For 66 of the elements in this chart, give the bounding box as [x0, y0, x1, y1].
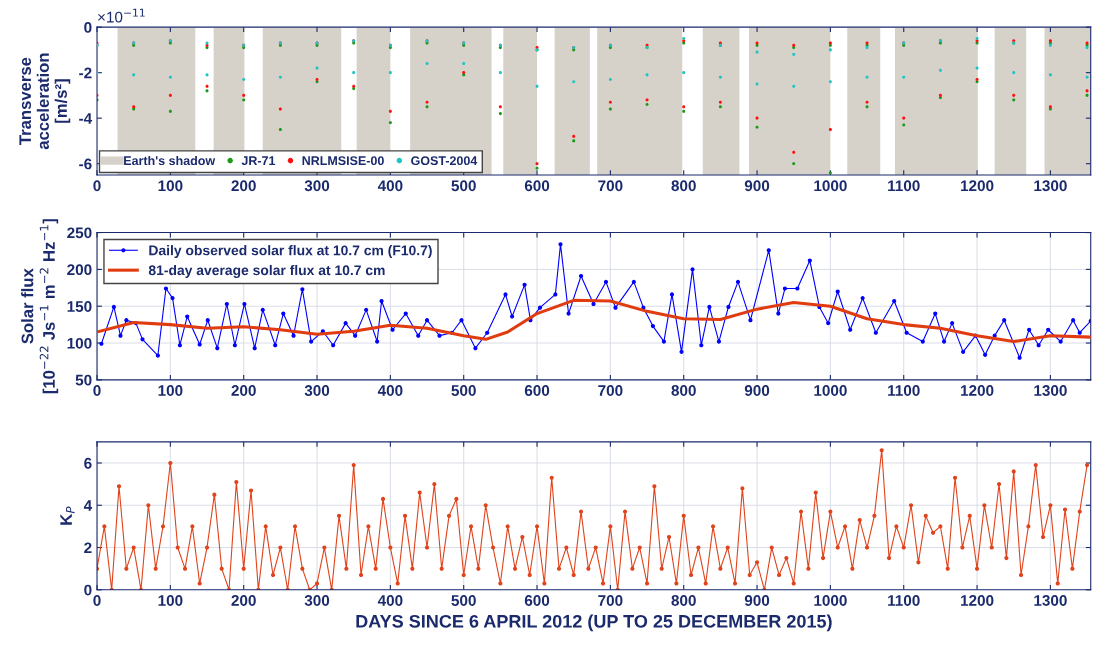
y-tick-label: -4: [79, 113, 93, 124]
x-tick-label: 700: [598, 595, 623, 606]
x-tick-label: 900: [744, 595, 770, 606]
x-tick-label: 300: [304, 595, 330, 606]
x-tick-label: 900: [744, 180, 770, 192]
x-tick-label: 200: [231, 595, 256, 606]
x-axis-title: DAYS SINCE 6 APRIL 2012 (UP TO 25 DECEMBER 2015): [356, 614, 832, 632]
x-tick-label: 1300: [1034, 385, 1067, 396]
x-tick-label: 800: [671, 595, 696, 606]
x-tick-label: 1000: [814, 385, 847, 396]
x-tick-label: 300: [304, 180, 330, 192]
x-tick-label: 900: [744, 385, 770, 396]
y-tick-label: 4: [83, 500, 93, 511]
x-tick-label: 100: [158, 180, 183, 192]
y-tick-label: 0: [84, 22, 92, 33]
legend-label: 81-day average solar flux at 10.7 cm: [148, 264, 385, 278]
legend-label: JR-71: [241, 156, 276, 166]
x-tick-label: 1100: [888, 595, 920, 606]
x-tick-label: 1000: [814, 595, 847, 606]
x-tick-label: 400: [377, 180, 403, 192]
x-tick-label: 1200: [961, 385, 994, 396]
x-tick-label: 1200: [961, 180, 994, 192]
x-tick-label: 700: [598, 180, 623, 192]
legend-label: GOST-2004: [411, 156, 478, 166]
legend-label: Daily observed solar flux at 10.7 cm (F10.7): [149, 245, 432, 259]
x-tick-label: 700: [598, 385, 623, 396]
x-tick-label: 500: [451, 385, 476, 396]
x-tick-label: 500: [451, 595, 476, 606]
x-tick-label: 100: [158, 595, 183, 606]
x-tick-label: 600: [524, 180, 550, 192]
band-label: Earth's shadow: [124, 155, 216, 166]
x-tick-label: 600: [524, 385, 550, 396]
x-tick-label: 1000: [814, 180, 847, 192]
x-tick-label: 300: [304, 385, 330, 396]
y-tick-label: 150: [67, 301, 92, 312]
y-axis-title: Transverse acceleration [m/s²]: [19, 53, 71, 150]
x-tick-label: 400: [377, 595, 403, 606]
x-tick-label: 100: [158, 385, 183, 396]
x-tick-label: 1100: [888, 180, 920, 192]
x-tick-label: 600: [524, 595, 550, 606]
legend-label: NRLMSISE-00: [302, 156, 384, 166]
x-tick-label: 0: [93, 180, 101, 192]
x-tick-label: 500: [451, 180, 476, 192]
x-tick-label: 200: [231, 385, 256, 396]
y-tick-label: 100: [67, 337, 92, 349]
x-tick-label: 1300: [1034, 595, 1067, 606]
y-tick-label: 250: [67, 227, 92, 239]
y-tick-label: 2: [84, 542, 92, 554]
x-tick-label: 200: [231, 180, 256, 192]
y-axis-title: K$_{P}$: [60, 506, 75, 525]
y-tick-label: 50: [75, 374, 92, 386]
x-tick-label: 800: [671, 180, 696, 192]
x-tick-label: 1300: [1034, 180, 1067, 192]
x-tick-label: 1200: [961, 595, 994, 606]
text: Solar flux [10$^{−22}$ Js$^{−1}$ m$^{−2}$ Hz$^{−1}$]: [21, 219, 59, 394]
y-tick-label: 6: [84, 457, 92, 469]
text: ×10$^{−11}$: [98, 8, 145, 23]
y-tick-label: 200: [67, 264, 92, 276]
x-tick-label: 0: [93, 385, 101, 396]
y-tick-label: 0: [84, 584, 92, 596]
x-tick-label: 1100: [888, 385, 920, 396]
x-tick-label: 0: [93, 595, 101, 606]
y-tick-label: -6: [79, 158, 92, 170]
x-tick-label: 400: [377, 385, 403, 396]
y-tick-label: -2: [79, 67, 92, 79]
x-tick-label: 800: [671, 385, 696, 396]
